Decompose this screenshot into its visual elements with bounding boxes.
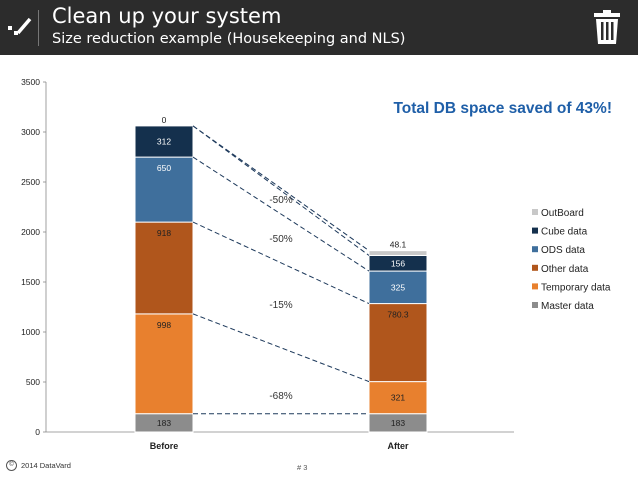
chart-title: Total DB space saved of 43%!	[393, 100, 612, 117]
copyright-symbol: ©	[6, 460, 17, 472]
data-label-other-data-after: 780.3	[387, 310, 409, 320]
data-label-cube-data-after: 156	[391, 258, 405, 268]
data-label-outboard-after: 48.1	[390, 240, 407, 250]
footer-company: 2014 DataVard	[21, 461, 71, 471]
data-label-outboard-before: 0	[162, 115, 167, 125]
legend-label-master-data: Master data	[541, 301, 594, 312]
y-tick-label: 0	[35, 427, 40, 437]
reduction-label-cube-data: -50%	[269, 195, 292, 206]
legend-label-ods-data: ODS data	[541, 245, 585, 256]
bar-segment-temporary-data-before	[134, 313, 194, 415]
trash-icon	[594, 10, 620, 44]
bar-segment-other-data-after	[368, 303, 428, 383]
reduction-line-total	[192, 125, 370, 252]
legend-label-cube-data: Cube data	[541, 227, 588, 238]
y-tick-label: 2500	[21, 177, 40, 187]
legend-swatch-outboard	[532, 209, 538, 215]
legend-label-temporary-data: Temporary data	[541, 282, 611, 293]
reduction-label-ods-data: -50%	[269, 234, 292, 245]
legend-swatch-other-data	[532, 264, 538, 271]
y-tick-label: 2000	[21, 227, 40, 237]
legend-label-outboard: OutBoard	[541, 208, 584, 219]
legend-swatch-cube-data	[532, 227, 538, 234]
data-label-other-data-before: 918	[157, 228, 171, 238]
legend-label-other-data: Other data	[541, 264, 589, 275]
reduction-label-other-data: -15%	[269, 300, 292, 311]
data-label-temporary-data-before: 998	[157, 320, 171, 330]
header-divider	[38, 10, 39, 46]
bar-segment-other-data-before	[134, 221, 194, 315]
datavard-logo-icon	[8, 17, 32, 35]
page-number: # 3	[297, 463, 308, 472]
reduction-line-temporary-data	[192, 313, 370, 383]
y-tick-label: 3500	[21, 77, 40, 87]
bar-segment-cube-data-before	[134, 125, 194, 158]
data-label-master-data-after: 183	[391, 418, 405, 428]
reduction-line-ods-data	[192, 156, 370, 272]
data-label-temporary-data-after: 321	[391, 393, 405, 403]
y-tick-label: 1500	[21, 277, 40, 287]
data-label-cube-data-before: 312	[157, 137, 171, 147]
reduction-label-temporary-data: -68%	[269, 391, 292, 402]
y-tick-label: 3000	[21, 127, 40, 137]
y-tick-label: 500	[26, 377, 40, 387]
x-tick-label-after: After	[387, 441, 408, 451]
y-tick-label: 1000	[21, 327, 40, 337]
legend-swatch-ods-data	[532, 246, 538, 253]
slide-subtitle: Size reduction example (Housekeeping and…	[52, 31, 406, 47]
data-label-ods-data-after: 325	[391, 282, 405, 292]
reduction-line-other-data	[192, 221, 370, 305]
header-bar: Clean up your system Size reduction exam…	[0, 0, 638, 55]
bar-segment-ods-data-before	[134, 156, 194, 223]
x-tick-label-before: Before	[150, 441, 179, 451]
slide-title: Clean up your system	[52, 4, 282, 28]
legend-swatch-master-data	[532, 302, 538, 308]
data-label-master-data-before: 183	[157, 418, 171, 428]
data-label-ods-data-before: 650	[157, 163, 171, 173]
legend-swatch-temporary-data	[532, 283, 538, 290]
bar-segment-temporary-data-after	[368, 381, 428, 415]
reduction-line-cube-data	[192, 125, 370, 256]
bar-segment-outboard-after	[368, 250, 428, 256]
footer-copyright: © 2014 DataVard	[6, 460, 71, 472]
bar-segment-ods-data-after	[368, 270, 428, 305]
